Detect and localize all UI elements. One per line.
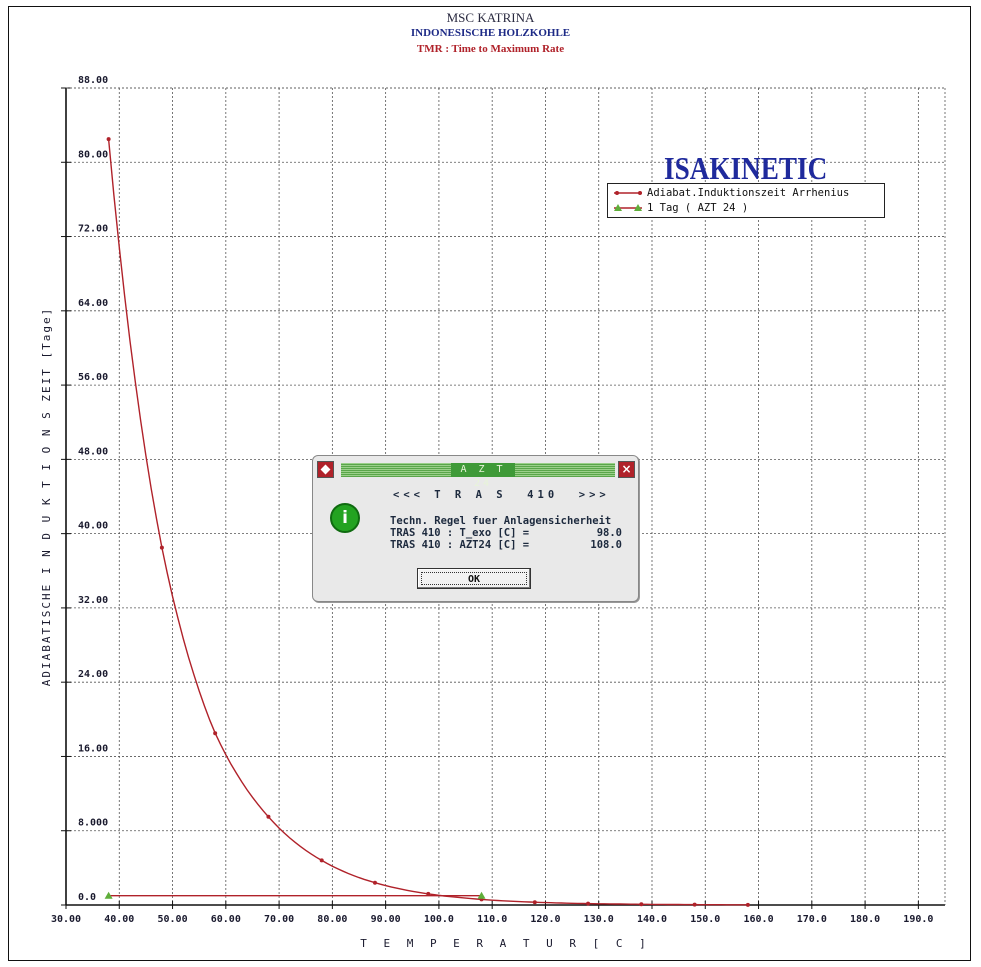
series-arrhenius-point bbox=[372, 880, 377, 885]
close-icon[interactable]: × bbox=[618, 461, 635, 478]
dialog-line-2: TRAS 410 : T_exo [C] = bbox=[390, 527, 530, 539]
info-icon: i bbox=[330, 503, 360, 533]
dialog-title: A Z T 24 bbox=[451, 463, 515, 489]
dialog-line-3: TRAS 410 : AZT24 [C] = bbox=[390, 539, 530, 551]
x-tick-label: 160.0 bbox=[743, 914, 773, 925]
legend-item-arrhenius: Adiabat.Induktionszeit Arrhenius bbox=[612, 186, 849, 200]
legend-label-arrhenius: Adiabat.Induktionszeit Arrhenius bbox=[647, 187, 850, 199]
y-tick-label: 88.00 bbox=[78, 75, 108, 86]
legend-item-azt24: 1 Tag ( AZT 24 ) bbox=[612, 201, 748, 215]
x-tick-label: 170.0 bbox=[797, 914, 827, 925]
x-tick-label: 60.00 bbox=[211, 914, 241, 925]
series-arrhenius-point bbox=[586, 901, 591, 906]
dialog-line-1: Techn. Regel fuer Anlagensicherheit bbox=[390, 515, 612, 527]
y-tick-label: 48.00 bbox=[78, 446, 108, 457]
series-arrhenius-point bbox=[639, 902, 644, 907]
series-azt24-point bbox=[477, 891, 486, 899]
y-tick-label: 16.00 bbox=[78, 743, 108, 754]
series-arrhenius-point bbox=[319, 858, 324, 863]
y-tick-label: 24.00 bbox=[78, 669, 108, 680]
x-tick-label: 40.00 bbox=[104, 914, 134, 925]
x-tick-label: 130.0 bbox=[584, 914, 614, 925]
series-arrhenius-point bbox=[159, 545, 164, 550]
series-arrhenius-point bbox=[266, 814, 271, 819]
dialog-value-azt24: 108.0 bbox=[590, 539, 622, 551]
series-arrhenius-point bbox=[692, 902, 697, 907]
y-axis-label: ADIABATISCHE I N D U K T I O N S ZEIT [T… bbox=[40, 307, 53, 686]
x-tick-label: 110.0 bbox=[477, 914, 507, 925]
legend-swatch-azt24 bbox=[612, 201, 644, 215]
x-tick-label: 180.0 bbox=[850, 914, 880, 925]
y-tick-label: 64.00 bbox=[78, 298, 108, 309]
legend-swatch-arrhenius bbox=[612, 186, 644, 200]
system-menu-icon[interactable] bbox=[317, 461, 334, 478]
series-arrhenius-point bbox=[213, 731, 218, 736]
x-tick-label: 50.00 bbox=[157, 914, 187, 925]
x-tick-label: 100.0 bbox=[424, 914, 454, 925]
y-tick-label: 8.000 bbox=[78, 818, 108, 829]
azt24-dialog: A Z T 24 × i <<< T R A S 410 >>> Techn. … bbox=[312, 455, 639, 602]
dialog-titlebar[interactable]: A Z T 24 × bbox=[315, 458, 635, 489]
series-azt24-point bbox=[104, 891, 113, 899]
series-arrhenius-point bbox=[426, 891, 431, 896]
chart-title: MSC KATRINA bbox=[446, 10, 535, 25]
chart-legend: Adiabat.Induktionszeit Arrhenius 1 Tag (… bbox=[607, 183, 885, 218]
y-tick-label: 80.00 bbox=[78, 149, 108, 160]
legend-label-azt24: 1 Tag ( AZT 24 ) bbox=[647, 202, 749, 214]
x-tick-label: 90.00 bbox=[371, 914, 401, 925]
chart-caption: TMR : Time to Maximum Rate bbox=[416, 43, 565, 55]
y-tick-label: 72.00 bbox=[78, 224, 108, 235]
dialog-heading: <<< T R A S 410 >>> bbox=[393, 489, 610, 501]
y-tick-label: 40.00 bbox=[78, 521, 108, 532]
x-tick-label: 140.0 bbox=[637, 914, 667, 925]
x-tick-label: 190.0 bbox=[903, 914, 933, 925]
x-tick-label: 30.00 bbox=[51, 914, 81, 925]
y-tick-label: 0.0 bbox=[78, 892, 96, 903]
y-tick-label: 56.00 bbox=[78, 372, 108, 383]
x-tick-label: 150.0 bbox=[690, 914, 720, 925]
x-tick-label: 80.00 bbox=[317, 914, 347, 925]
dialog-value-texo: 98.0 bbox=[596, 527, 622, 539]
x-tick-label: 70.00 bbox=[264, 914, 294, 925]
series-arrhenius-point bbox=[532, 900, 537, 905]
y-tick-label: 32.00 bbox=[78, 595, 108, 606]
dialog-title-strip: A Z T 24 bbox=[341, 463, 615, 489]
series-arrhenius-point bbox=[106, 137, 111, 142]
window-frame bbox=[8, 6, 971, 961]
x-tick-label: 120.0 bbox=[530, 914, 560, 925]
chart-subtitle: INDONESISCHE HOLZKOHLE bbox=[410, 27, 571, 39]
x-axis-label: T E M P E R A T U R [ C ] bbox=[360, 937, 651, 950]
brand-logo: ISAKINETIC bbox=[664, 150, 828, 186]
ok-button[interactable]: OK bbox=[417, 568, 531, 589]
series-arrhenius-point bbox=[745, 902, 750, 907]
